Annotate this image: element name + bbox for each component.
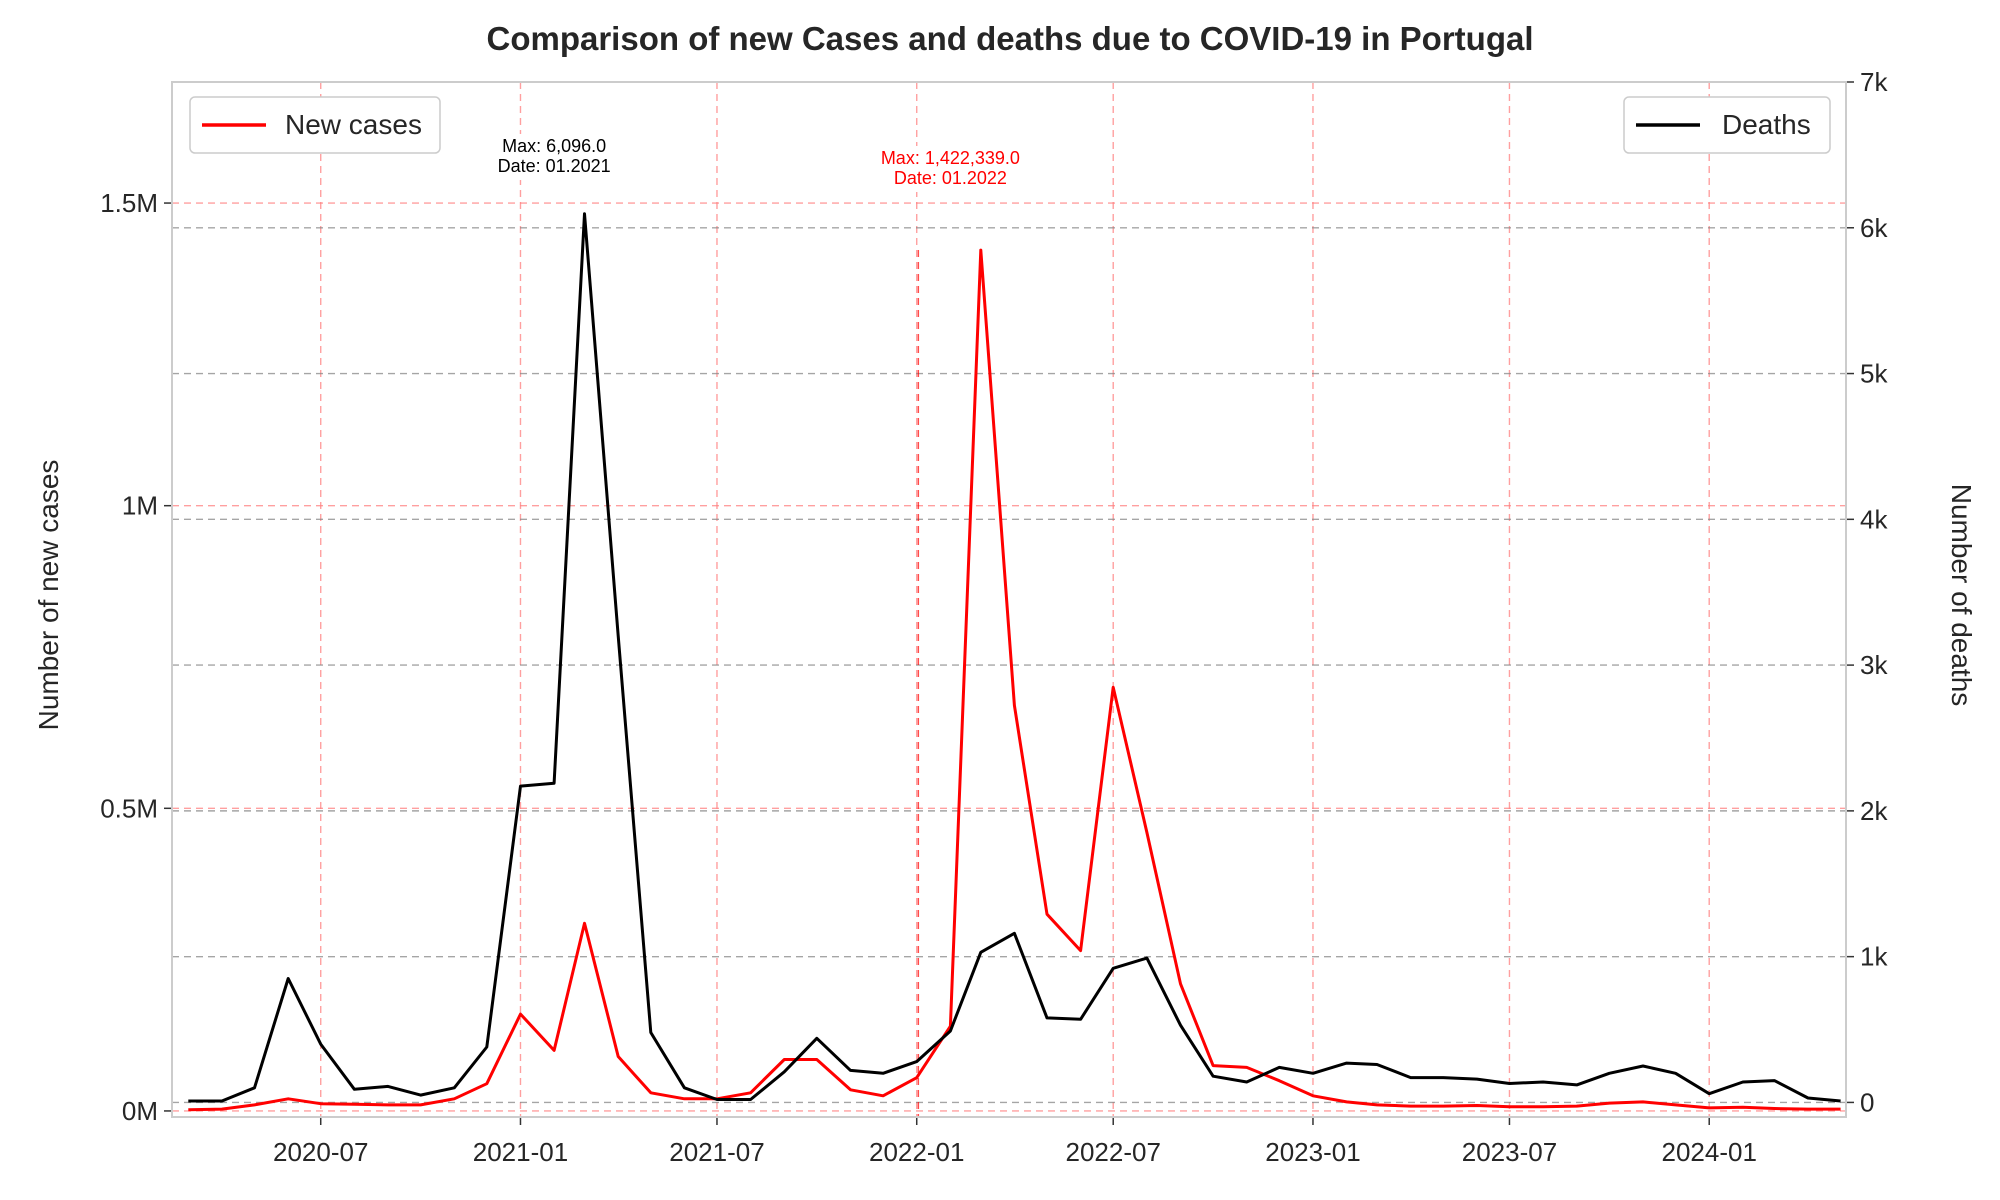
- y-axis-right-title: Number of deaths: [1946, 484, 1977, 707]
- x-tick-label: 2022-01: [869, 1137, 964, 1167]
- y-right-tick-label: 4k: [1860, 504, 1888, 534]
- annotation-text-deaths: Date: 01.2021: [498, 156, 611, 176]
- chart-title: Comparison of new Cases and deaths due t…: [487, 20, 1534, 57]
- y-right-tick-label: 1k: [1860, 942, 1888, 972]
- y-right-tick-label: 3k: [1860, 650, 1888, 680]
- annotation-bg-deaths: [474, 134, 635, 180]
- legend-label-new-cases: New cases: [285, 109, 422, 140]
- series-layer: [188, 212, 1841, 1112]
- y-right-tick-label: 6k: [1860, 213, 1888, 243]
- grid-layer: [172, 81, 1846, 1117]
- y-right-tick-label: 0: [1860, 1087, 1874, 1117]
- y-axis-left-title: Number of new cases: [33, 460, 64, 731]
- annotation-text-deaths: Max: 6,096.0: [502, 136, 606, 156]
- label-layer: 2020-07 2021-01 2021-07 2022-01 2022-07 2023-…: [100, 67, 1888, 1167]
- annotation-text-new-cases: Date: 01.2022: [894, 168, 1007, 188]
- series-line-deaths: [188, 212, 1841, 1103]
- y-left-tick-label: 0M: [122, 1096, 158, 1126]
- annotation-text-new-cases: Max: 1,422,339.0: [881, 148, 1020, 168]
- legend-deaths: Deaths: [1623, 96, 1831, 154]
- x-tick-label: 2021-01: [473, 1137, 568, 1167]
- y-left-tick-label: 1M: [122, 491, 158, 521]
- y-left-tick-label: 1.5M: [100, 188, 158, 218]
- y-right-tick-label: 2k: [1860, 796, 1888, 826]
- y-right-tick-label: 7k: [1860, 67, 1888, 97]
- legend-new-cases: New cases: [189, 96, 441, 154]
- y-right-tick-label: 5k: [1860, 359, 1888, 389]
- annotation-bg-new-cases: [870, 146, 1031, 192]
- series-line-new-cases: [188, 248, 1841, 1112]
- x-tick-label: 2021-07: [669, 1137, 764, 1167]
- x-tick-label: 2024-01: [1662, 1137, 1757, 1167]
- x-tick-label: 2020-07: [273, 1137, 368, 1167]
- axes-layer: [164, 81, 1854, 1125]
- legend-box: [189, 96, 441, 154]
- legend-label-deaths: Deaths: [1722, 109, 1811, 140]
- plot-frame: [171, 81, 1847, 1118]
- legend-box: [1623, 96, 1831, 154]
- x-tick-label: 2022-07: [1066, 1137, 1161, 1167]
- x-tick-label: 2023-07: [1462, 1137, 1557, 1167]
- plot-background: [172, 82, 1846, 1117]
- x-tick-label: 2023-01: [1265, 1137, 1360, 1167]
- y-left-tick-label: 0.5M: [100, 793, 158, 823]
